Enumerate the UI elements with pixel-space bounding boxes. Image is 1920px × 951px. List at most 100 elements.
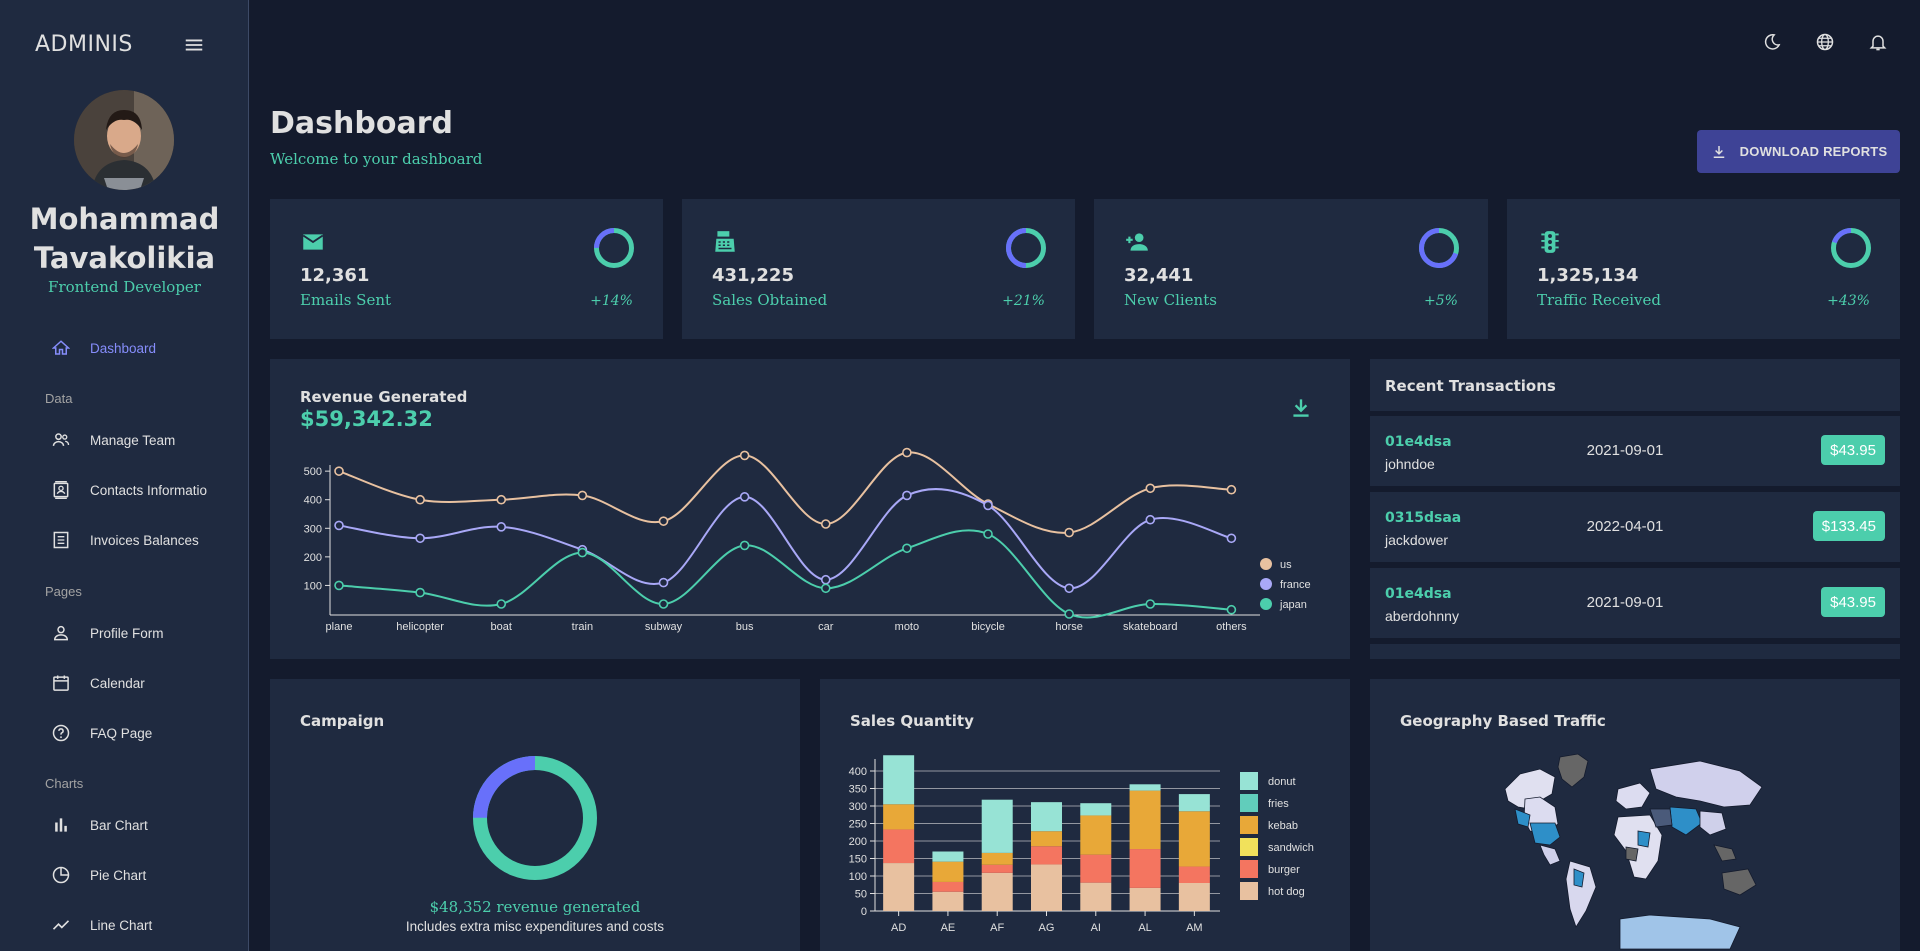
sidebar-item-profile-form[interactable]: Profile Form	[50, 618, 164, 648]
sidebar-item-line-chart[interactable]: Line Chart	[50, 910, 152, 940]
bar-donut	[981, 799, 1013, 853]
campaign-card: Campaign $48,352 revenue generated Inclu…	[270, 679, 800, 951]
sidebar-item-label: Line Chart	[90, 917, 153, 933]
stat-card-clients: 32,441 New Clients +5%	[1094, 199, 1488, 339]
transaction-user: jackdower	[1385, 532, 1449, 548]
y-tick-label: 300	[849, 801, 867, 813]
bar-kebab	[1031, 831, 1062, 847]
transaction-user: aberdohnny	[1385, 608, 1459, 624]
bar-hot-dog	[1178, 883, 1210, 911]
bar-donut	[1080, 803, 1112, 816]
sidebar-item-invoices[interactable]: Invoices Balances	[50, 525, 199, 555]
bar-hot-dog	[981, 872, 1013, 911]
y-tick-label: 350	[849, 784, 867, 796]
sidebar-item-faq[interactable]: FAQ Page	[50, 718, 152, 748]
x-tick-label: helicopter	[396, 621, 444, 633]
sidebar-item-label: Invoices Balances	[90, 532, 199, 548]
stat-label: Traffic Received	[1537, 291, 1661, 309]
progress-ring	[1006, 228, 1046, 268]
bar-kebab	[932, 861, 964, 882]
x-tick-label: train	[572, 621, 593, 633]
notifications-icon[interactable]	[1866, 30, 1890, 54]
page-subtitle: Welcome to your dashboard	[270, 150, 483, 168]
data-point	[1145, 599, 1156, 609]
data-point	[1145, 483, 1156, 494]
bar-donut	[1178, 794, 1210, 812]
x-tick-label: AI	[1091, 922, 1101, 934]
progress-ring	[1419, 228, 1459, 268]
data-point	[820, 519, 831, 529]
user-role: Frontend Developer	[48, 278, 201, 296]
y-tick-label: 250	[849, 819, 867, 831]
bar-chart-icon	[50, 814, 72, 836]
data-point	[739, 492, 750, 502]
bar-donut	[1129, 784, 1161, 791]
data-point	[820, 574, 831, 585]
sidebar-item-manage-team[interactable]: Manage Team	[50, 425, 175, 455]
email-icon	[300, 229, 326, 255]
x-tick-label: AM	[1186, 922, 1203, 934]
revenue-title: Revenue Generated	[300, 388, 468, 406]
bar-burger	[1178, 866, 1210, 883]
bar-donut	[1031, 802, 1062, 832]
transaction-cost: $43.95	[1821, 435, 1885, 465]
sidebar-item-pie-chart[interactable]: Pie Chart	[50, 860, 146, 890]
legend-label: hot dog	[1268, 886, 1305, 898]
data-point	[1064, 527, 1074, 538]
sidebar-item-bar-chart[interactable]: Bar Chart	[50, 810, 148, 840]
legend-swatch	[1240, 772, 1258, 790]
globe-icon[interactable]	[1813, 30, 1837, 54]
data-point	[902, 490, 912, 501]
geography-title: Geography Based Traffic	[1400, 712, 1606, 730]
receipt-icon	[50, 529, 72, 551]
x-tick-label: plane	[326, 621, 353, 633]
brand-logo: ADMINIS	[35, 32, 133, 57]
sales-bar-chart: 0 50 100 150 200 250 300 350 400 AD AE AF AG AI AL AM do…	[849, 755, 1314, 934]
legend-swatch	[1240, 838, 1258, 856]
geography-card: Geography Based Traffic	[1370, 679, 1900, 951]
point-of-sale-icon	[712, 229, 738, 255]
legend-label: kebab	[1268, 820, 1298, 832]
y-tick-label: 400	[304, 495, 322, 507]
bar-burger	[981, 864, 1013, 873]
legend-label: france	[1280, 579, 1311, 591]
x-tick-label: AG	[1039, 922, 1055, 934]
transaction-date: 2022-04-01	[1586, 518, 1664, 535]
sidebar-item-label: Contacts Informatio	[90, 482, 208, 498]
download-reports-button[interactable]: DOWNLOAD REPORTS	[1697, 130, 1900, 173]
stat-card-sales: 431,225 Sales Obtained +21%	[682, 199, 1075, 339]
sidebar-item-contacts[interactable]: Contacts Informatio	[50, 475, 207, 505]
stat-label: Sales Obtained	[712, 291, 828, 309]
data-point	[983, 500, 993, 511]
progress-ring	[1831, 228, 1871, 268]
x-tick-label: AF	[990, 922, 1004, 934]
x-tick-label: AD	[891, 922, 906, 934]
x-tick-label: bicycle	[971, 621, 1005, 633]
dark-mode-icon[interactable]	[1760, 30, 1784, 54]
stat-value: 32,441	[1124, 265, 1194, 286]
menu-icon[interactable]	[183, 34, 205, 56]
person-add-icon	[1124, 229, 1150, 255]
avatar	[74, 90, 174, 190]
transaction-date: 2021-09-01	[1586, 442, 1664, 459]
user-name: Mohammad Tavakolikia	[29, 202, 220, 275]
bar-kebab	[1080, 815, 1112, 855]
download-reports-label: DOWNLOAD REPORTS	[1739, 144, 1888, 159]
y-tick-label: 100	[849, 871, 867, 883]
stat-increase: +43%	[1827, 293, 1870, 309]
sales-card: Sales Quantity 0 50 100 150 200 250 300 350 400 A…	[820, 679, 1350, 951]
legend-swatch	[1260, 598, 1272, 610]
bar-kebab	[981, 852, 1013, 865]
download-icon[interactable]	[1288, 395, 1314, 421]
revenue-line-chart: 100 200 300 400 500 plane helicopter boat train s…	[304, 447, 1311, 633]
data-point	[1064, 583, 1074, 594]
stat-label: Emails Sent	[300, 291, 392, 309]
sidebar-item-calendar[interactable]: Calendar	[50, 668, 145, 698]
y-tick-label: 400	[849, 766, 867, 778]
legend-label: japan	[1279, 599, 1307, 611]
sidebar-item-dashboard[interactable]: Dashboard	[50, 333, 156, 363]
data-point	[1145, 514, 1156, 525]
stat-value: 431,225	[712, 265, 794, 286]
x-tick-label: AE	[941, 922, 956, 934]
campaign-revenue: $48,352 revenue generated	[429, 898, 641, 916]
